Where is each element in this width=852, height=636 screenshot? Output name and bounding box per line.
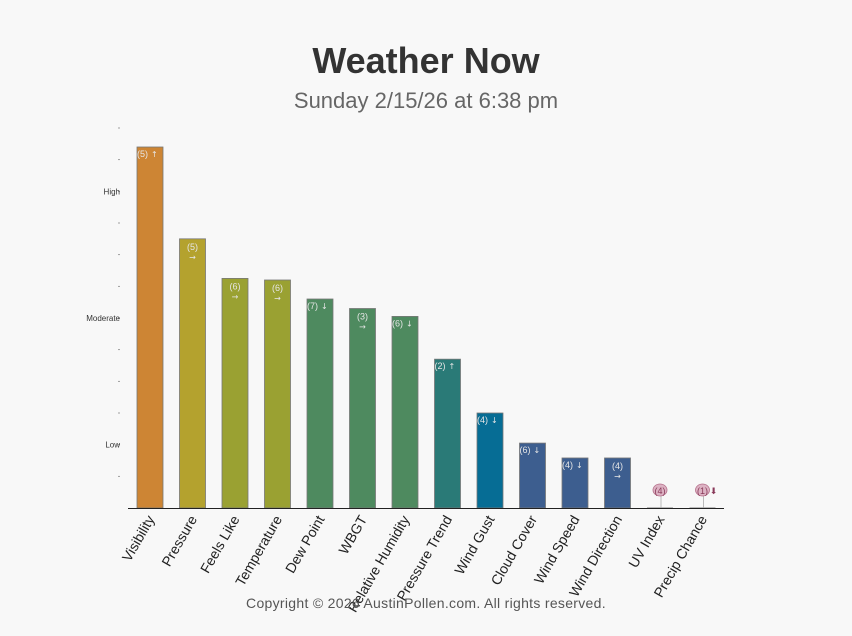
chart-subtitle: Sunday 2/15/26 at 6:38 pm — [293, 88, 559, 113]
bar-value-label: (6) — [230, 281, 241, 291]
bar — [221, 278, 249, 509]
bar-trend-arrow: ↓ — [321, 302, 328, 311]
y-tick-label: Low — [105, 441, 120, 450]
y-tick-label: High — [104, 187, 120, 196]
bar-value-label: (2) — [435, 361, 446, 371]
bar-value-label: (7) — [307, 301, 318, 311]
y-tick-label: Moderate — [86, 314, 120, 323]
bar-value-label: (3) — [357, 312, 368, 322]
bar — [306, 298, 334, 509]
bar-marker-badge — [652, 483, 668, 497]
bar — [519, 442, 546, 509]
bar — [264, 279, 291, 509]
bar-value-label: (4) — [477, 415, 488, 425]
bar-trend-arrow: → — [232, 292, 239, 301]
bar-value-label: (6) — [272, 283, 283, 293]
bar-group: (6) ↓ — [519, 442, 546, 509]
bar-group: (6)→ — [264, 279, 291, 509]
bar-group: (3)→ — [349, 308, 376, 509]
bar-value-label: (4) — [655, 486, 666, 496]
bar-group: (5)→ — [179, 238, 206, 509]
bar-group: (4) ↓ — [561, 457, 589, 509]
bar-trend-arrow: ↓ — [491, 416, 498, 425]
x-tick-label: Feels Like — [197, 512, 243, 575]
bar-value-label: (5) — [187, 242, 198, 252]
bar-trend-arrow: → — [189, 253, 196, 262]
bar — [349, 308, 376, 509]
x-tick-label: Wind Gust — [451, 512, 498, 577]
bar-trend-arrow: ↓ — [534, 446, 541, 455]
bar-group: (6)→ — [221, 278, 249, 509]
bar-trend-arrow: ↓ — [576, 461, 583, 470]
bar — [136, 146, 164, 509]
bars: (5) ↑(5)→(6)→(6)→(7) ↓(3)→ (6) ↓(2) ↑(4) ↓(6) ↓… — [136, 146, 718, 509]
bar-value-label: (4) — [562, 460, 573, 470]
bar-trend-arrow: ↑ — [449, 362, 456, 371]
bar — [561, 457, 589, 509]
bar-group: (4)→ — [604, 457, 631, 509]
bar — [391, 316, 419, 509]
bar-value-label: (6) — [392, 318, 403, 328]
bar — [434, 358, 461, 509]
bar-group: (6) ↓ — [391, 316, 419, 509]
bar-trend-arrow: → — [614, 472, 621, 481]
bar-group: (7) ↓ — [306, 298, 334, 509]
bar-value-label: (6) — [520, 445, 531, 455]
bar-value-label: (1) — [697, 486, 708, 496]
bar-value-label: (5) — [137, 149, 148, 159]
bar-trend-arrow: ↑ — [151, 150, 158, 159]
bar-group: (1) ⬇ — [689, 483, 718, 508]
bar-group: (4) — [647, 483, 673, 508]
bar-marker-badge — [695, 483, 710, 497]
bar — [179, 238, 206, 509]
bar — [604, 457, 631, 509]
bar-trend-arrow: ⬇ — [710, 487, 718, 497]
bar-group: (5) ↑ — [136, 146, 164, 509]
bar-group: (2) ↑ — [434, 358, 461, 509]
bar-trend-arrow: → — [359, 323, 366, 332]
x-tick-label: Visibility — [119, 513, 158, 565]
bar-value-label: (4) — [612, 461, 623, 471]
x-tick-label: Pressure — [158, 512, 200, 569]
chart-title: Weather Now — [312, 40, 540, 81]
x-tick-label: WBGT — [335, 512, 370, 557]
copyright-notice: Copyright © 2026 AustinPollen.com. All r… — [246, 595, 606, 611]
x-tick-label: UV Index — [625, 513, 668, 571]
y-axis: Low Moderate High — [86, 127, 121, 477]
bar — [476, 412, 504, 509]
bar-trend-arrow: ↓ — [406, 319, 413, 328]
x-tick-label: Dew Point — [282, 512, 328, 575]
bar-group: (4) ↓ — [476, 412, 504, 509]
bar-trend-arrow: → — [274, 294, 281, 303]
